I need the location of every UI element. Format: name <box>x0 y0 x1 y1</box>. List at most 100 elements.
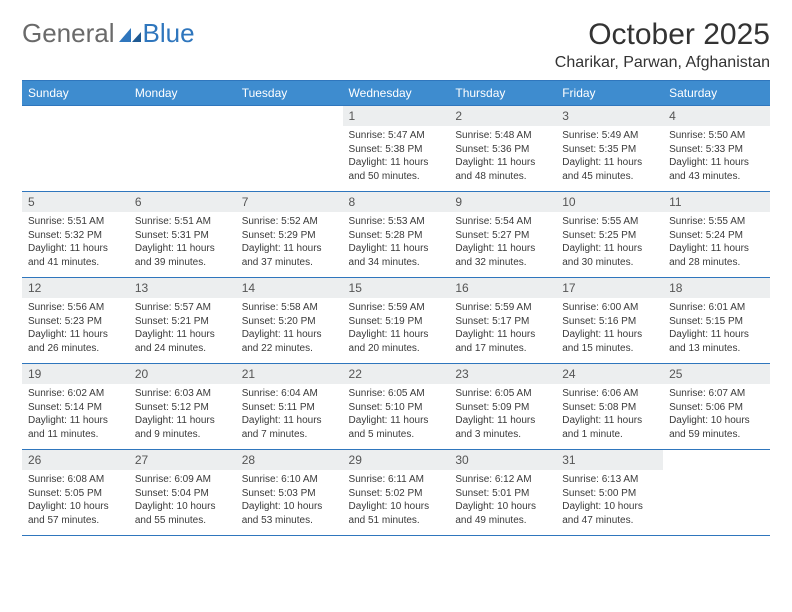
day-details: Sunrise: 5:59 AMSunset: 5:19 PMDaylight:… <box>343 298 450 359</box>
calendar-cell: 14Sunrise: 5:58 AMSunset: 5:20 PMDayligh… <box>236 278 343 364</box>
sunset-label: Sunset: <box>28 402 62 413</box>
calendar-cell: 20Sunrise: 6:03 AMSunset: 5:12 PMDayligh… <box>129 364 236 450</box>
sunset-value: 5:28 PM <box>385 230 422 241</box>
sunrise-value: 6:03 AM <box>174 388 211 399</box>
day-details: Sunrise: 6:12 AMSunset: 5:01 PMDaylight:… <box>449 470 556 531</box>
daylight-label: Daylight: <box>135 501 174 512</box>
sunrise-label: Sunrise: <box>669 388 706 399</box>
day-details: Sunrise: 6:00 AMSunset: 5:16 PMDaylight:… <box>556 298 663 359</box>
sunset-label: Sunset: <box>669 144 703 155</box>
daylight-label: Daylight: <box>349 157 388 168</box>
daylight-label: Daylight: <box>669 415 708 426</box>
daylight-label: Daylight: <box>455 415 494 426</box>
sunrise-value: 5:59 AM <box>495 302 532 313</box>
logo-sail-icon <box>119 18 141 32</box>
calendar-week: 19Sunrise: 6:02 AMSunset: 5:14 PMDayligh… <box>22 364 770 450</box>
day-number: 16 <box>449 278 556 298</box>
daylight-label: Daylight: <box>562 501 601 512</box>
day-number: 13 <box>129 278 236 298</box>
day-details: Sunrise: 6:09 AMSunset: 5:04 PMDaylight:… <box>129 470 236 531</box>
title-block: October 2025 Charikar, Parwan, Afghanist… <box>555 18 770 72</box>
sunrise-value: 6:01 AM <box>709 302 746 313</box>
calendar-cell: .. <box>129 106 236 192</box>
day-number: 15 <box>343 278 450 298</box>
day-number: 29 <box>343 450 450 470</box>
sunset-label: Sunset: <box>349 488 383 499</box>
sunrise-label: Sunrise: <box>562 474 599 485</box>
sunset-label: Sunset: <box>455 230 489 241</box>
day-details: Sunrise: 6:06 AMSunset: 5:08 PMDaylight:… <box>556 384 663 445</box>
sunset-label: Sunset: <box>349 230 383 241</box>
daylight-label: Daylight: <box>349 329 388 340</box>
calendar-table: SundayMondayTuesdayWednesdayThursdayFrid… <box>22 80 770 536</box>
calendar-cell: .. <box>236 106 343 192</box>
daylight-label: Daylight: <box>455 243 494 254</box>
sunset-label: Sunset: <box>242 316 276 327</box>
sunset-value: 5:33 PM <box>706 144 743 155</box>
day-number: 18 <box>663 278 770 298</box>
sunrise-value: 5:50 AM <box>709 130 746 141</box>
sunrise-value: 6:10 AM <box>281 474 318 485</box>
calendar-cell: 10Sunrise: 5:55 AMSunset: 5:25 PMDayligh… <box>556 192 663 278</box>
weekday-header: Thursday <box>449 81 556 106</box>
day-number: 31 <box>556 450 663 470</box>
sunrise-label: Sunrise: <box>349 216 386 227</box>
daylight-label: Daylight: <box>28 501 67 512</box>
sunset-label: Sunset: <box>135 488 169 499</box>
sunrise-label: Sunrise: <box>242 474 279 485</box>
day-number: 7 <box>236 192 343 212</box>
sunrise-label: Sunrise: <box>28 474 65 485</box>
sunrise-value: 6:13 AM <box>602 474 639 485</box>
day-number: 27 <box>129 450 236 470</box>
daylight-label: Daylight: <box>562 329 601 340</box>
day-number: 17 <box>556 278 663 298</box>
daylight-label: Daylight: <box>562 415 601 426</box>
sunset-value: 5:12 PM <box>172 402 209 413</box>
sunset-value: 5:01 PM <box>492 488 529 499</box>
sunrise-label: Sunrise: <box>562 216 599 227</box>
sunset-label: Sunset: <box>669 402 703 413</box>
sunset-value: 5:25 PM <box>599 230 636 241</box>
calendar-cell: .. <box>663 450 770 536</box>
sunset-label: Sunset: <box>562 402 596 413</box>
sunset-value: 5:20 PM <box>278 316 315 327</box>
calendar-cell: 23Sunrise: 6:05 AMSunset: 5:09 PMDayligh… <box>449 364 556 450</box>
sunset-label: Sunset: <box>28 488 62 499</box>
daylight-label: Daylight: <box>349 501 388 512</box>
sunrise-value: 6:08 AM <box>67 474 104 485</box>
day-number: 5 <box>22 192 129 212</box>
sunrise-label: Sunrise: <box>455 216 492 227</box>
sunrise-value: 5:56 AM <box>67 302 104 313</box>
brand-logo: General Blue <box>22 18 195 49</box>
daylight-label: Daylight: <box>669 157 708 168</box>
sunrise-value: 5:52 AM <box>281 216 318 227</box>
calendar-cell: 16Sunrise: 5:59 AMSunset: 5:17 PMDayligh… <box>449 278 556 364</box>
sunset-value: 5:29 PM <box>278 230 315 241</box>
calendar-cell: 15Sunrise: 5:59 AMSunset: 5:19 PMDayligh… <box>343 278 450 364</box>
sunrise-value: 5:47 AM <box>388 130 425 141</box>
calendar-cell: 13Sunrise: 5:57 AMSunset: 5:21 PMDayligh… <box>129 278 236 364</box>
day-details: Sunrise: 5:58 AMSunset: 5:20 PMDaylight:… <box>236 298 343 359</box>
calendar-cell: 19Sunrise: 6:02 AMSunset: 5:14 PMDayligh… <box>22 364 129 450</box>
day-details: Sunrise: 5:55 AMSunset: 5:25 PMDaylight:… <box>556 212 663 273</box>
sunrise-label: Sunrise: <box>28 302 65 313</box>
sunset-value: 5:06 PM <box>706 402 743 413</box>
sunset-label: Sunset: <box>562 488 596 499</box>
daylight-label: Daylight: <box>455 501 494 512</box>
day-details: Sunrise: 5:51 AMSunset: 5:32 PMDaylight:… <box>22 212 129 273</box>
weekday-header: Sunday <box>22 81 129 106</box>
sunset-label: Sunset: <box>455 316 489 327</box>
sunrise-value: 5:51 AM <box>174 216 211 227</box>
sunrise-label: Sunrise: <box>349 130 386 141</box>
calendar-cell: 31Sunrise: 6:13 AMSunset: 5:00 PMDayligh… <box>556 450 663 536</box>
sunset-label: Sunset: <box>562 316 596 327</box>
sunrise-label: Sunrise: <box>28 216 65 227</box>
day-details: Sunrise: 6:13 AMSunset: 5:00 PMDaylight:… <box>556 470 663 531</box>
weekday-header: Wednesday <box>343 81 450 106</box>
day-number: 9 <box>449 192 556 212</box>
daylight-label: Daylight: <box>349 243 388 254</box>
daylight-label: Daylight: <box>669 329 708 340</box>
weekday-header: Tuesday <box>236 81 343 106</box>
sunset-value: 5:23 PM <box>65 316 102 327</box>
sunrise-value: 6:05 AM <box>495 388 532 399</box>
